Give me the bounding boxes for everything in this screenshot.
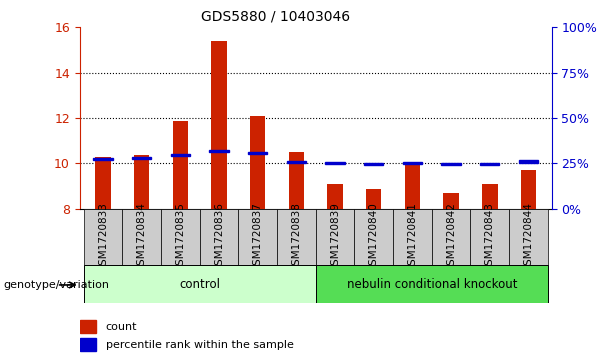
- FancyBboxPatch shape: [83, 209, 122, 265]
- FancyBboxPatch shape: [354, 209, 393, 265]
- Bar: [250, 116, 265, 209]
- Text: nebulin conditional knockout: nebulin conditional knockout: [346, 278, 517, 290]
- Text: GSM1720843: GSM1720843: [485, 202, 495, 272]
- Text: GSM1720840: GSM1720840: [369, 202, 379, 272]
- Bar: [405, 164, 420, 209]
- Text: GSM1720835: GSM1720835: [175, 202, 185, 272]
- Text: count: count: [105, 322, 137, 332]
- Text: control: control: [179, 278, 220, 290]
- FancyBboxPatch shape: [83, 265, 316, 303]
- FancyBboxPatch shape: [238, 209, 277, 265]
- Text: GSM1720833: GSM1720833: [98, 202, 108, 272]
- Text: GSM1720842: GSM1720842: [446, 202, 456, 272]
- Bar: [482, 184, 498, 209]
- Bar: [441, 163, 461, 165]
- Text: GDS5880 / 10403046: GDS5880 / 10403046: [201, 9, 351, 23]
- Bar: [209, 150, 229, 152]
- FancyBboxPatch shape: [316, 265, 548, 303]
- Text: GSM1720838: GSM1720838: [291, 202, 302, 272]
- Bar: [287, 160, 306, 163]
- FancyBboxPatch shape: [470, 209, 509, 265]
- Bar: [327, 184, 343, 209]
- FancyBboxPatch shape: [200, 209, 238, 265]
- Bar: [364, 163, 383, 165]
- Bar: [480, 163, 500, 165]
- FancyBboxPatch shape: [432, 209, 470, 265]
- Text: GSM1720836: GSM1720836: [214, 202, 224, 272]
- FancyBboxPatch shape: [316, 209, 354, 265]
- Text: GSM1720841: GSM1720841: [408, 202, 417, 272]
- Bar: [134, 155, 150, 209]
- Bar: [211, 41, 227, 209]
- Bar: [132, 156, 151, 159]
- Text: percentile rank within the sample: percentile rank within the sample: [105, 340, 294, 350]
- FancyBboxPatch shape: [161, 209, 200, 265]
- Bar: [170, 154, 190, 156]
- FancyBboxPatch shape: [393, 209, 432, 265]
- Bar: [443, 193, 459, 209]
- Bar: [80, 338, 96, 351]
- Bar: [248, 152, 267, 154]
- Bar: [80, 321, 96, 333]
- Text: GSM1720844: GSM1720844: [524, 202, 533, 272]
- Bar: [519, 160, 538, 163]
- Bar: [172, 121, 188, 209]
- FancyBboxPatch shape: [122, 209, 161, 265]
- Text: GSM1720834: GSM1720834: [137, 202, 147, 272]
- Text: GSM1720837: GSM1720837: [253, 202, 262, 272]
- Text: GSM1720839: GSM1720839: [330, 202, 340, 272]
- Bar: [95, 156, 110, 209]
- FancyBboxPatch shape: [277, 209, 316, 265]
- Bar: [366, 189, 381, 209]
- Bar: [93, 158, 113, 160]
- Bar: [326, 162, 345, 164]
- Bar: [521, 170, 536, 209]
- Text: genotype/variation: genotype/variation: [3, 280, 109, 290]
- Bar: [403, 162, 422, 164]
- FancyBboxPatch shape: [509, 209, 548, 265]
- Bar: [289, 152, 304, 209]
